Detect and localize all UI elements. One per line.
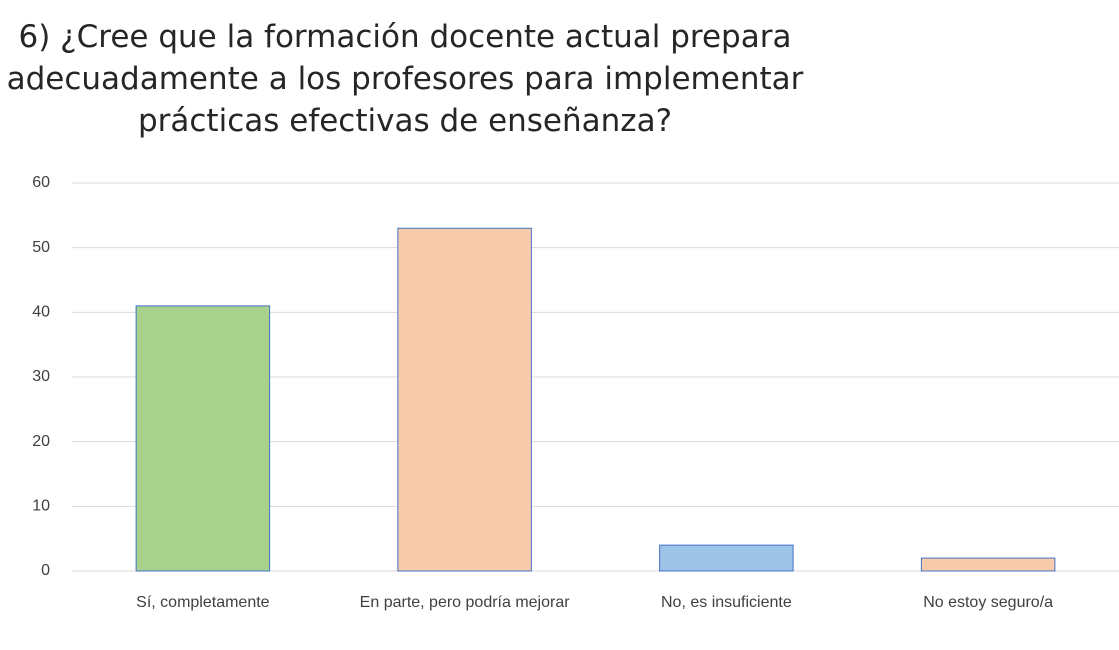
y-tick-label: 50 [32, 239, 50, 256]
x-tick-label: No estoy seguro/a [923, 594, 1054, 611]
y-tick-label: 40 [32, 304, 50, 321]
chart-title: 6) ¿Cree que la formación docente actual… [6, 19, 804, 139]
bar [920, 557, 1056, 572]
x-tick-label: No, es insuficiente [661, 594, 792, 611]
y-tick-label: 60 [32, 174, 50, 191]
y-tick-label: 20 [32, 433, 50, 450]
y-tick-label: 30 [32, 368, 50, 385]
y-tick-label: 10 [32, 498, 50, 515]
y-tick-label: 0 [41, 562, 50, 579]
x-tick-label: En parte, pero podría mejorar [359, 594, 570, 611]
bar [135, 305, 271, 572]
bar [659, 544, 794, 572]
x-tick-label: Sí, completamente [136, 594, 270, 611]
bar [397, 227, 532, 572]
